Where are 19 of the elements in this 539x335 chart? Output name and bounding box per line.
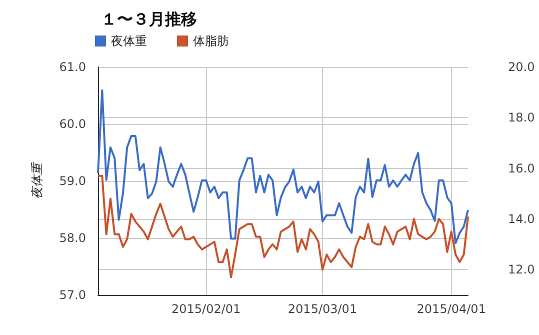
y2-tick-label: 16.0 xyxy=(508,161,535,176)
y2-tick-label: 14.0 xyxy=(508,212,535,226)
line-series xyxy=(97,174,469,278)
y-axis-title: 夜体重 xyxy=(30,161,44,199)
x-tick-label: 2015/03/01 xyxy=(288,302,358,316)
y-tick-label: 60.0 xyxy=(59,117,86,131)
y-tick-label: 59.0 xyxy=(59,174,86,188)
y-tick-label: 57.0 xyxy=(59,288,86,302)
y2-tick-label: 12.0 xyxy=(508,262,535,277)
x-tick-label: 2015/02/01 xyxy=(172,302,241,316)
line-series xyxy=(97,89,469,244)
chart-title: １〜３月推移 xyxy=(101,10,197,28)
x-tick-label: 2015/04/01 xyxy=(416,302,486,316)
legend-label: 体脂肪 xyxy=(193,34,229,48)
y-tick-label: 61.0 xyxy=(59,60,86,74)
y-tick-label: 58.0 xyxy=(59,231,86,245)
legend-label: 夜体重 xyxy=(111,34,147,48)
y2-tick-label: 18.0 xyxy=(508,110,535,125)
y2-tick-label: 20.0 xyxy=(508,60,535,74)
